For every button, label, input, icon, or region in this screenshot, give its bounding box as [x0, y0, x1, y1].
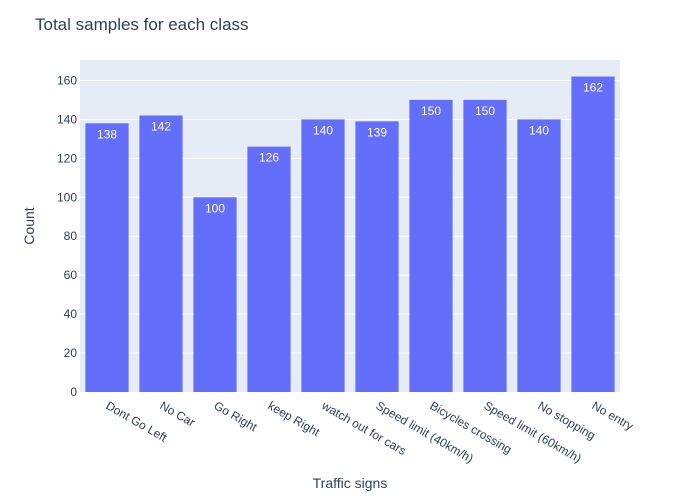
x-tick-label: keep Right [266, 398, 323, 439]
bar-value-label: 162 [583, 81, 603, 95]
bar-value-label: 138 [97, 127, 117, 141]
bar [193, 197, 237, 392]
y-tick-label: 60 [64, 268, 78, 282]
x-axis-title: Traffic signs [313, 475, 388, 491]
x-tick-label: Go Right [212, 398, 261, 434]
bar-value-label: 126 [259, 151, 279, 165]
x-tick-label: Speed limit (40km/h) [374, 398, 476, 465]
y-tick-label: 120 [57, 151, 77, 165]
y-tick-label: 80 [64, 229, 78, 243]
bar-value-label: 150 [475, 104, 495, 118]
x-tick-label: No entry [590, 398, 636, 433]
bar [301, 119, 345, 393]
bar [139, 115, 183, 392]
y-axis-title: Count [21, 207, 37, 244]
bar [247, 146, 291, 392]
x-tick-label: Speed limit (60km/h) [482, 398, 584, 465]
y-tick-label: 140 [57, 112, 77, 126]
chart-title: Total samples for each class [35, 15, 249, 34]
bar [463, 99, 507, 393]
bar-value-label: 140 [529, 123, 549, 137]
y-tick-label: 100 [57, 190, 77, 204]
bar-value-label: 139 [367, 125, 387, 139]
bar [571, 76, 615, 392]
bar-value-label: 150 [421, 104, 441, 118]
bar [409, 99, 453, 393]
bar [517, 119, 561, 393]
y-tick-label: 40 [64, 307, 78, 321]
y-axis-ticks: 0 20 40 60 80 100 120 140 160 [57, 73, 77, 399]
bar [85, 123, 129, 392]
bar-value-label: 140 [313, 123, 333, 137]
x-tick-label: No Car [158, 398, 198, 429]
bar-value-label: 100 [205, 201, 225, 215]
y-tick-label: 0 [70, 385, 77, 399]
y-tick-label: 160 [57, 73, 77, 87]
bar-value-label: 142 [151, 119, 171, 133]
bar [355, 121, 399, 392]
bars [85, 76, 615, 393]
bar-data-labels: 138 142 100 126 140 139 150 150 140 162 [97, 81, 603, 216]
y-tick-label: 20 [64, 346, 78, 360]
